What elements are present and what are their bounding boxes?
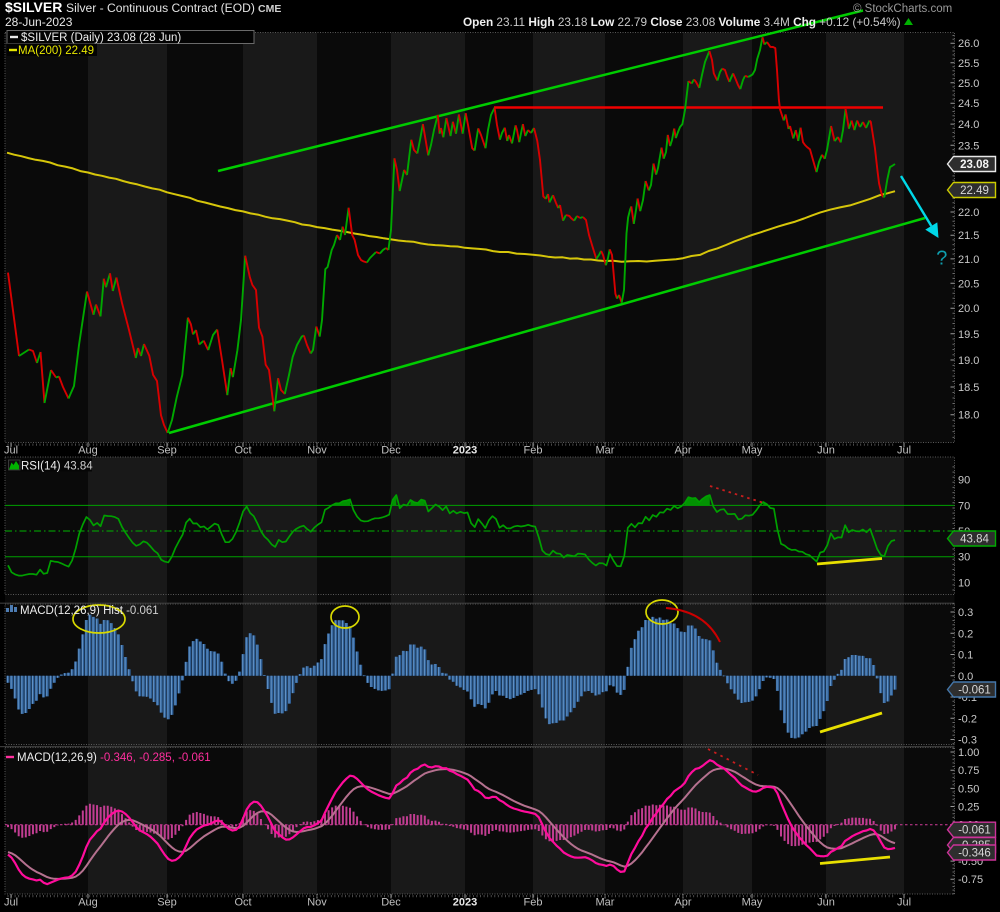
svg-text:$SILVER: $SILVER: [5, 0, 62, 15]
svg-text:18.5: 18.5: [958, 382, 979, 394]
svg-text:25.5: 25.5: [958, 58, 979, 70]
svg-text:Sep: Sep: [157, 445, 177, 457]
svg-text:2023: 2023: [453, 445, 477, 457]
svg-text:22.49: 22.49: [960, 185, 989, 197]
svg-text:Jun: Jun: [817, 897, 835, 909]
svg-text:CME: CME: [258, 3, 281, 15]
svg-text:43.84: 43.84: [960, 534, 989, 546]
svg-text:Dec: Dec: [381, 445, 401, 457]
svg-text:RSI(14) 43.84: RSI(14) 43.84: [21, 461, 93, 473]
svg-text:0.75: 0.75: [958, 765, 979, 777]
svg-text:-0.3: -0.3: [958, 735, 977, 747]
svg-text:21.0: 21.0: [958, 254, 979, 266]
svg-text:MACD(12,26,9) Hist -0.061: MACD(12,26,9) Hist -0.061: [20, 605, 159, 617]
svg-text:Silver - Continuous Contract (: Silver - Continuous Contract (EOD): [66, 1, 255, 15]
svg-text:-0.346: -0.346: [958, 848, 991, 860]
svg-text:23.08: 23.08: [960, 159, 989, 171]
svg-text:-0.061: -0.061: [958, 685, 991, 697]
svg-text:May: May: [742, 445, 763, 457]
svg-text:70: 70: [958, 500, 970, 512]
svg-text:0.0: 0.0: [958, 671, 973, 683]
svg-text:Jul: Jul: [897, 445, 911, 457]
svg-text:0.1: 0.1: [958, 650, 973, 662]
svg-text:$SILVER (Daily) 23.08 (28 Jun): $SILVER (Daily) 23.08 (28 Jun): [21, 32, 181, 44]
svg-text:Jun: Jun: [817, 445, 835, 457]
svg-text:Open 23.11 High 23.18 Low 22.7: Open 23.11 High 23.18 Low 22.79 Close 23…: [463, 15, 901, 29]
svg-text:19.0: 19.0: [958, 355, 979, 367]
svg-text:2023: 2023: [453, 897, 477, 909]
svg-text:Dec: Dec: [381, 897, 401, 909]
svg-text:-0.75: -0.75: [958, 874, 983, 886]
svg-text:May: May: [742, 897, 763, 909]
svg-text:MACD(12,26,9) -0.346, -0.285,: MACD(12,26,9) -0.346, -0.285, -0.061: [17, 752, 211, 764]
svg-text:Oct: Oct: [234, 445, 251, 457]
svg-text:22.0: 22.0: [958, 207, 979, 219]
svg-text:MA(200) 22.49: MA(200) 22.49: [18, 45, 94, 57]
svg-text:24.5: 24.5: [958, 98, 979, 110]
svg-text:Aug: Aug: [78, 445, 98, 457]
svg-text:Jul: Jul: [4, 445, 18, 457]
svg-text:20.0: 20.0: [958, 303, 979, 315]
svg-text:Apr: Apr: [674, 897, 691, 909]
svg-text:Nov: Nov: [307, 445, 327, 457]
svg-text:-0.061: -0.061: [958, 825, 991, 837]
svg-text:23.5: 23.5: [958, 140, 979, 152]
svg-text:90: 90: [958, 475, 970, 487]
svg-text:26.0: 26.0: [958, 38, 979, 50]
svg-text:Apr: Apr: [674, 445, 691, 457]
svg-text:0.2: 0.2: [958, 628, 973, 640]
svg-text:30: 30: [958, 552, 970, 564]
svg-text:Nov: Nov: [307, 897, 327, 909]
svg-text:Mar: Mar: [596, 445, 615, 457]
svg-text:© StockCharts.com: © StockCharts.com: [853, 3, 952, 15]
svg-text:25.0: 25.0: [958, 78, 979, 90]
svg-text:19.5: 19.5: [958, 329, 979, 341]
svg-text:0.50: 0.50: [958, 783, 979, 795]
svg-text:Feb: Feb: [524, 897, 543, 909]
svg-text:0.3: 0.3: [958, 607, 973, 619]
svg-text:Aug: Aug: [78, 897, 98, 909]
svg-text:Jul: Jul: [897, 897, 911, 909]
svg-text:10: 10: [958, 577, 970, 589]
svg-text:18.0: 18.0: [958, 410, 979, 422]
svg-text:Sep: Sep: [157, 897, 177, 909]
svg-text:21.5: 21.5: [958, 230, 979, 242]
svg-text:?: ?: [936, 248, 947, 270]
svg-text:-0.2: -0.2: [958, 713, 977, 725]
svg-text:1.00: 1.00: [958, 747, 979, 759]
svg-text:20.5: 20.5: [958, 278, 979, 290]
svg-text:Oct: Oct: [234, 897, 251, 909]
svg-text:Feb: Feb: [524, 445, 543, 457]
svg-text:Jul: Jul: [4, 897, 18, 909]
svg-text:Mar: Mar: [596, 897, 615, 909]
svg-text:24.0: 24.0: [958, 119, 979, 131]
svg-text:0.25: 0.25: [958, 802, 979, 814]
svg-text:28-Jun-2023: 28-Jun-2023: [5, 15, 73, 29]
